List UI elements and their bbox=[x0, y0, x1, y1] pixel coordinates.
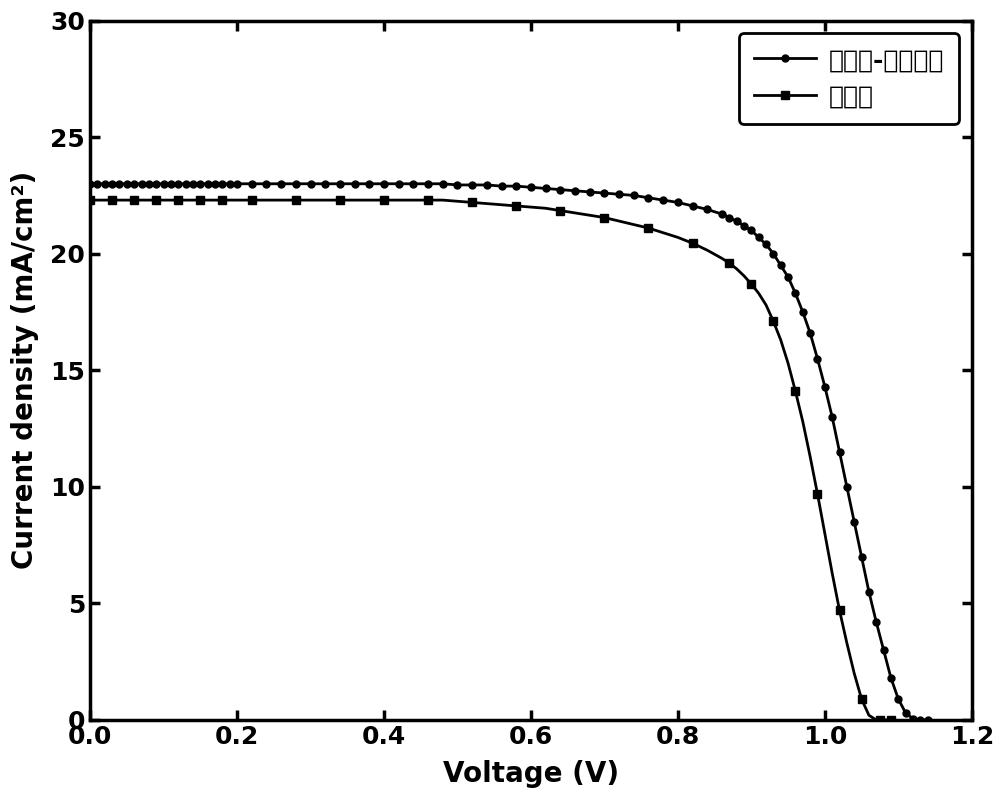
X-axis label: Voltage (V): Voltage (V) bbox=[443, 760, 619, 788]
Y-axis label: Current density (mA/cm²): Current density (mA/cm²) bbox=[11, 171, 39, 570]
钒钓矿 bbox=[224, 195, 236, 205]
Line: 钒钓矿-碳量子点: 钒钓矿-碳量子点 bbox=[86, 181, 932, 723]
钒钓矿 bbox=[746, 279, 758, 288]
钒钓矿-碳量子点 bbox=[789, 288, 801, 298]
钒钓矿 bbox=[245, 195, 257, 205]
钒钓矿-碳量子点 bbox=[84, 179, 96, 189]
钒钓矿-碳量子点 bbox=[260, 179, 272, 189]
钒钓矿-碳量子点 bbox=[224, 179, 236, 189]
Legend: 钒钓矿-碳量子点, 钒钓矿: 钒钓矿-碳量子点, 钒钓矿 bbox=[739, 33, 959, 124]
钒钓矿 bbox=[885, 715, 897, 725]
钒钓矿 bbox=[407, 195, 419, 205]
钒钓矿-碳量子点 bbox=[915, 715, 927, 725]
钒钓矿-碳量子点 bbox=[275, 179, 287, 189]
钒钓矿 bbox=[598, 213, 610, 222]
钒钓矿-碳量子点 bbox=[804, 328, 816, 338]
Line: 钒钓矿: 钒钓矿 bbox=[85, 196, 895, 724]
钒钓矿-碳量子点 bbox=[495, 181, 508, 191]
钒钓矿 bbox=[870, 715, 882, 725]
钒钓矿 bbox=[84, 195, 96, 205]
钒钓矿-碳量子点 bbox=[922, 715, 934, 725]
钒钓矿 bbox=[393, 195, 405, 205]
